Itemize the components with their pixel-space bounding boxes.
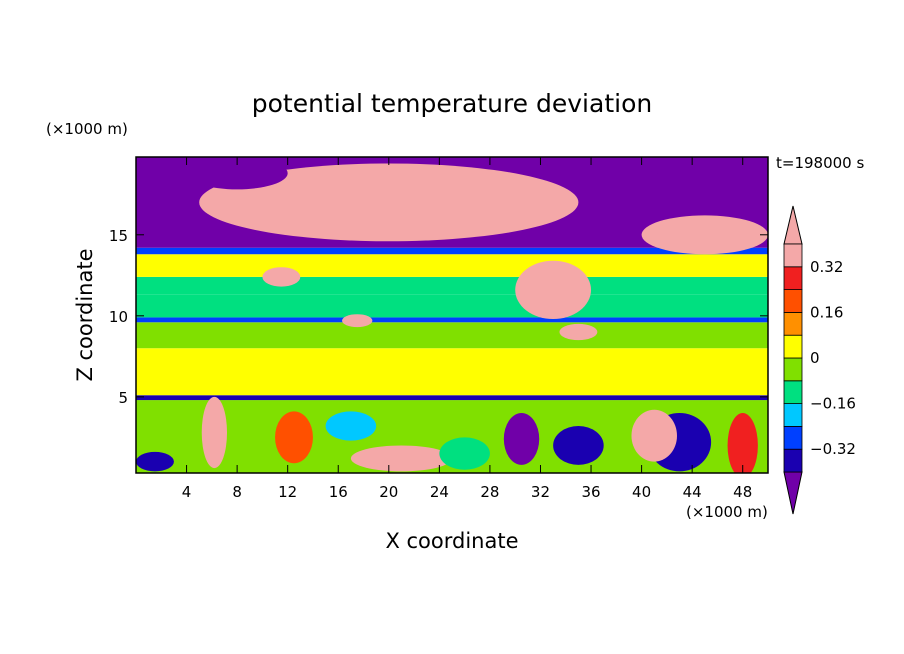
x-tick-label: 16: [329, 483, 348, 501]
colorbar-segment: [783, 243, 803, 268]
heatmap-field: [136, 157, 768, 473]
x-tick-label: 44: [683, 483, 702, 501]
field-anomaly-16: [199, 163, 579, 242]
field-anomaly-8: [136, 451, 174, 472]
y-axis-label: Z coordinate: [73, 248, 97, 381]
field-anomaly-6: [553, 426, 604, 465]
field-anomaly-10: [439, 437, 490, 470]
time-label: t=198000 s: [776, 154, 864, 172]
field-anomaly-13: [342, 314, 373, 328]
colorbar-segment: [783, 311, 803, 336]
field-anomaly-11: [515, 260, 592, 320]
field-anomaly-2: [631, 409, 677, 462]
colorbar-segment: [783, 380, 803, 404]
x-axis-label: X coordinate: [385, 529, 518, 553]
colorbar-tick-label: −0.16: [810, 395, 856, 413]
field-anomaly-18: [186, 157, 288, 190]
colorbar-tick-label: 0: [810, 349, 820, 367]
x-tick-label: 24: [430, 483, 449, 501]
colorbar-segment: [783, 357, 803, 382]
field-anomaly-17: [641, 215, 768, 255]
colorbar-tick-label: −0.32: [810, 440, 856, 458]
field-anomaly-0: [201, 396, 228, 469]
colorbar-segment: [783, 403, 803, 427]
y-tick-label: 15: [109, 227, 128, 245]
colorbar-min-arrow: [783, 471, 803, 515]
y-axis-ticks: 5 10 15: [109, 227, 768, 407]
field-band-2: [136, 348, 768, 396]
field-band-7: [136, 254, 768, 277]
x-tick-label: 8: [232, 483, 242, 501]
colorbar-segment: [783, 266, 803, 290]
x-tick-label: 4: [182, 483, 192, 501]
colorbar: 0.32 0.16 0 −0.16 −0.32: [783, 205, 856, 515]
field-band-3: [136, 322, 768, 349]
field-anomaly-14: [559, 323, 598, 341]
y-tick-label: 10: [109, 308, 128, 326]
x-axis-unit: (×1000 m): [686, 503, 768, 521]
x-axis-ticks: 4 8 12 16 20 24 28 32 36 40 44 48: [182, 157, 752, 501]
x-tick-label: 12: [278, 483, 297, 501]
chart-title: potential temperature deviation: [252, 89, 652, 118]
field-anomaly-4: [275, 411, 313, 464]
colorbar-tick-label: 0.32: [810, 258, 843, 276]
x-tick-label: 36: [581, 483, 600, 501]
field-band-1: [136, 395, 768, 401]
y-axis-unit: (×1000 m): [46, 120, 128, 138]
plot-frame: [135, 156, 769, 474]
y-tick-label: 5: [118, 389, 128, 407]
field-band-4: [136, 317, 768, 323]
x-tick-label: 40: [632, 483, 651, 501]
colorbar-segment: [783, 334, 803, 359]
x-tick-label: 20: [379, 483, 398, 501]
field-anomaly-7: [727, 413, 758, 473]
colorbar-segment: [783, 425, 803, 450]
x-tick-label: 48: [733, 483, 752, 501]
colorbar-tick-label: 0.16: [810, 303, 843, 321]
field-anomaly-3: [350, 445, 452, 472]
field-band-6: [136, 276, 768, 295]
colorbar-segment: [783, 289, 803, 313]
colorbar-max-arrow: [783, 205, 803, 245]
colorbar-segment: [783, 448, 803, 473]
field-band-8: [136, 247, 768, 255]
x-tick-label: 32: [531, 483, 550, 501]
x-tick-label: 28: [480, 483, 499, 501]
field-anomaly-9: [325, 411, 377, 441]
field-band-5: [136, 294, 768, 318]
field-anomaly-5: [503, 413, 540, 465]
field-anomaly-12: [262, 267, 301, 287]
